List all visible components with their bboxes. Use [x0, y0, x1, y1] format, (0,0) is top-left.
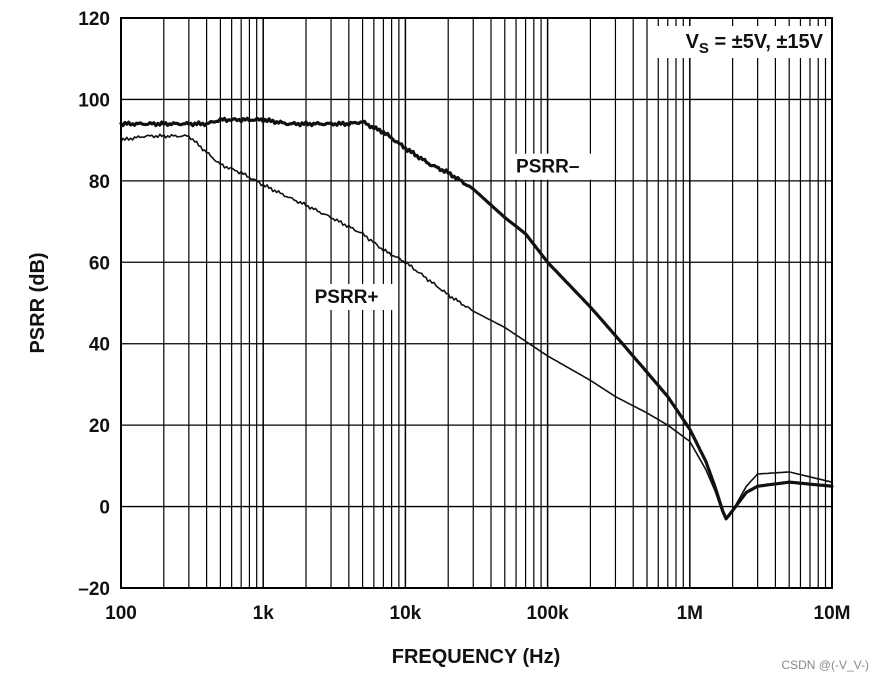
y-tick-label: 100 — [78, 90, 110, 111]
series-layer — [119, 116, 834, 521]
watermark-text: CSDN @(-V_V-) — [781, 658, 869, 672]
series-line-psrr-plus — [120, 133, 833, 520]
y-tick-label: 0 — [99, 498, 110, 519]
series-label-background — [510, 153, 597, 180]
series-label-psrr-minus: PSRR– — [516, 157, 579, 178]
x-axis-title: FREQUENCY (Hz) — [392, 646, 561, 668]
y-tick-label: 120 — [78, 9, 110, 30]
x-tick-label: 10M — [814, 603, 851, 624]
plot-frame — [120, 17, 833, 589]
x-tick-label: 100 — [105, 603, 137, 624]
y-tick-label: 60 — [89, 253, 110, 274]
y-tick-labels: 120 100 80 60 40 20 0 –20 — [78, 9, 110, 600]
y-tick-label: –20 — [78, 579, 110, 600]
x-tick-label: 10k — [390, 603, 422, 624]
y-tick-label: 80 — [89, 172, 110, 193]
series-line-psrr-minus — [119, 116, 834, 521]
y-tick-label: 20 — [89, 416, 110, 437]
x-tick-label: 1k — [253, 603, 275, 624]
condition-rest: = ±5V, ±15V — [709, 31, 824, 53]
y-tick-label: 40 — [89, 335, 110, 356]
x-tick-labels: 100 1k 10k 100k 1M 10M — [105, 603, 850, 624]
series-labels: PSRR– PSRR+ — [308, 153, 597, 310]
grid — [121, 17, 832, 589]
x-tick-label: 100k — [526, 603, 569, 624]
series-label-background — [308, 284, 395, 310]
condition-label: VS = ±5V, ±15V — [686, 31, 824, 57]
condition-subscript: S — [699, 40, 709, 57]
condition-main: V — [686, 31, 700, 53]
y-axis-title: PSRR (dB) — [27, 252, 49, 353]
condition-label-background — [652, 26, 830, 58]
x-tick-label: 1M — [677, 603, 703, 624]
series-label-psrr-plus: PSRR+ — [315, 287, 379, 308]
